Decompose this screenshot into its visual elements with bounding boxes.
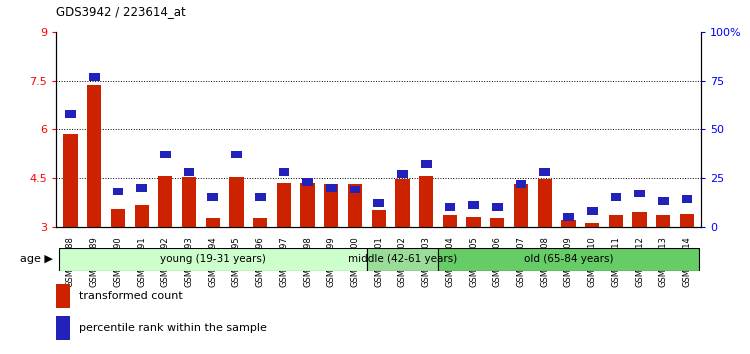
Bar xyxy=(395,178,410,227)
Bar xyxy=(182,177,196,227)
Bar xyxy=(326,184,337,192)
Bar xyxy=(348,184,362,227)
Text: young (19-31 years): young (19-31 years) xyxy=(160,254,266,264)
Text: age ▶: age ▶ xyxy=(20,254,53,264)
Bar xyxy=(112,188,123,195)
Bar xyxy=(87,85,101,227)
Bar xyxy=(421,160,431,168)
Bar xyxy=(656,215,670,227)
Bar xyxy=(208,194,218,201)
Bar xyxy=(682,195,692,203)
Bar xyxy=(585,223,599,227)
Bar xyxy=(88,73,100,81)
Bar xyxy=(253,218,267,227)
Bar xyxy=(468,201,479,209)
Bar xyxy=(63,134,77,227)
Bar xyxy=(324,184,338,227)
Bar xyxy=(350,185,360,193)
Bar xyxy=(609,215,623,227)
Bar xyxy=(610,194,621,201)
Bar xyxy=(158,176,172,227)
Bar xyxy=(563,213,574,221)
Bar xyxy=(65,110,76,118)
Bar xyxy=(539,168,550,176)
Bar xyxy=(277,183,291,227)
Text: GDS3942 / 223614_at: GDS3942 / 223614_at xyxy=(56,5,186,18)
Bar xyxy=(632,212,646,227)
Text: middle (42-61 years): middle (42-61 years) xyxy=(348,254,457,264)
Bar xyxy=(658,198,669,205)
Bar xyxy=(206,218,220,227)
Bar xyxy=(466,217,481,227)
Bar xyxy=(372,210,386,227)
Bar xyxy=(438,248,699,271)
Bar xyxy=(367,248,438,271)
Bar xyxy=(398,170,408,178)
Bar xyxy=(278,168,290,176)
Text: old (65-84 years): old (65-84 years) xyxy=(524,254,614,264)
Bar xyxy=(301,183,315,227)
Bar xyxy=(586,207,598,215)
Bar xyxy=(442,215,457,227)
Bar xyxy=(561,220,575,227)
Bar xyxy=(134,205,148,227)
Bar xyxy=(634,190,645,198)
Bar xyxy=(231,151,242,159)
Bar xyxy=(56,284,70,308)
Bar xyxy=(514,184,528,227)
Bar xyxy=(374,199,384,207)
Text: transformed count: transformed count xyxy=(79,291,182,301)
Bar xyxy=(680,213,694,227)
Bar xyxy=(184,168,194,176)
Bar xyxy=(492,203,502,211)
Bar xyxy=(490,218,505,227)
Bar xyxy=(136,184,147,192)
Bar xyxy=(111,209,125,227)
Text: percentile rank within the sample: percentile rank within the sample xyxy=(79,323,267,333)
Bar xyxy=(255,194,266,201)
Bar xyxy=(516,180,526,188)
Bar xyxy=(302,178,313,186)
Bar xyxy=(445,203,455,211)
Bar xyxy=(230,177,244,227)
Bar xyxy=(419,176,434,227)
Bar xyxy=(538,178,552,227)
Bar xyxy=(160,151,171,159)
Bar xyxy=(56,316,70,340)
Bar xyxy=(58,248,367,271)
